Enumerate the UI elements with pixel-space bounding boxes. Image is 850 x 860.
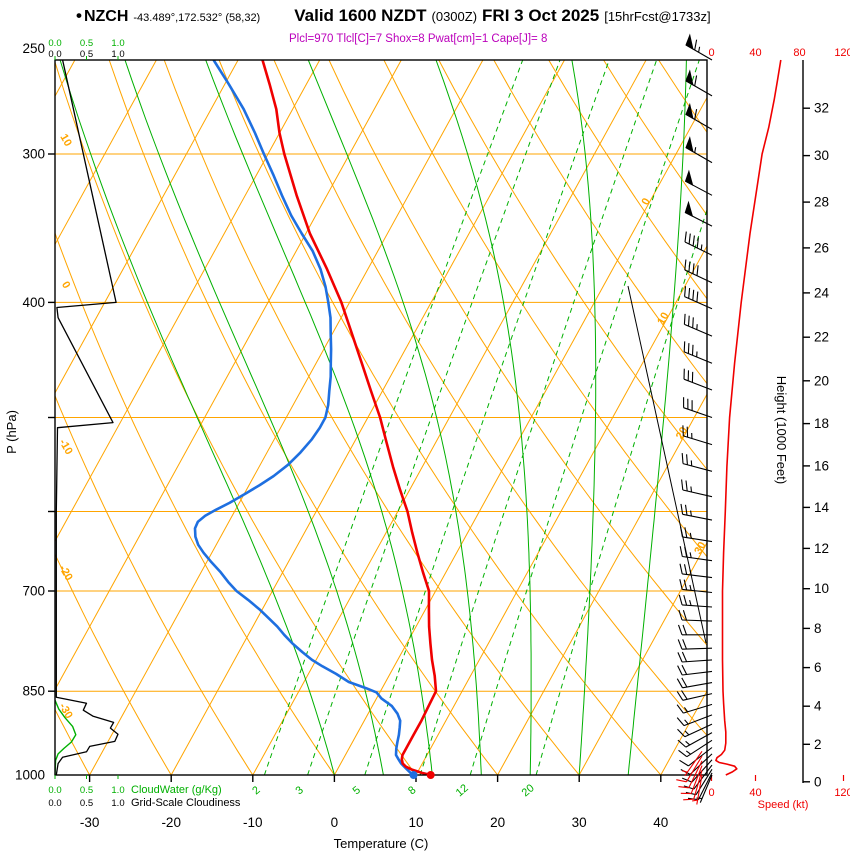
svg-text:0: 0 <box>708 47 714 59</box>
svg-text:700: 700 <box>22 584 45 599</box>
svg-text:28: 28 <box>814 195 829 210</box>
svg-text:1000: 1000 <box>15 768 45 783</box>
svg-text:2: 2 <box>814 737 822 752</box>
svg-text:6: 6 <box>814 660 822 675</box>
diagonal-reference-line <box>627 285 707 644</box>
svg-text:-30: -30 <box>80 815 100 830</box>
svg-text:1.0: 1.0 <box>111 798 124 809</box>
svg-text:30: 30 <box>572 815 587 830</box>
svg-text:80: 80 <box>793 47 805 59</box>
svg-text:2: 2 <box>250 784 262 797</box>
svg-text:-10: -10 <box>243 815 263 830</box>
svg-text:10: 10 <box>408 815 423 830</box>
svg-text:3: 3 <box>293 784 305 797</box>
svg-text:P (hPa): P (hPa) <box>4 410 19 454</box>
svg-text:20: 20 <box>814 373 829 388</box>
svg-text:CloudWater (g/Kg): CloudWater (g/Kg) <box>131 784 222 796</box>
svg-text:400: 400 <box>22 295 45 310</box>
svg-text:1.0: 1.0 <box>111 49 124 60</box>
svg-text:Height (1000 Feet): Height (1000 Feet) <box>774 376 789 484</box>
svg-text:12: 12 <box>814 541 829 556</box>
svg-text:0.5: 0.5 <box>80 49 93 60</box>
svg-text:0.5: 0.5 <box>80 38 93 49</box>
temperature-curve <box>261 60 438 775</box>
cloud-scale: 0.00.00.00.00.50.50.50.51.01.01.01.0Clou… <box>48 38 241 809</box>
svg-text:0: 0 <box>59 280 72 291</box>
svg-text:30: 30 <box>692 540 708 557</box>
speed-curve <box>715 59 782 776</box>
svg-text:4: 4 <box>814 699 822 714</box>
svg-text:24: 24 <box>814 285 830 300</box>
svg-text:Temperature (C): Temperature (C) <box>334 836 429 851</box>
wind-barbs <box>676 33 713 805</box>
valid-date: FRI 3 Oct 2025 <box>482 6 600 25</box>
svg-text:850: 850 <box>22 684 45 699</box>
svg-text:20: 20 <box>674 425 690 442</box>
svg-text:5: 5 <box>351 784 363 797</box>
svg-text:Speed (kt): Speed (kt) <box>758 799 809 811</box>
cloudiness-curve <box>55 60 119 775</box>
svg-text:12: 12 <box>454 782 471 799</box>
dewpoint-curve <box>193 60 415 775</box>
svg-text:-10: -10 <box>56 437 74 457</box>
station-bullet-icon: • <box>76 6 82 25</box>
svg-text:0: 0 <box>640 196 653 207</box>
mixing-ratio-lines <box>263 60 707 775</box>
svg-text:20: 20 <box>520 782 537 799</box>
station-coords: -43.489°,172.532° (58,32) <box>133 12 261 24</box>
surface-dots <box>409 771 435 779</box>
svg-text:250: 250 <box>22 41 45 56</box>
valid-time: Valid 1600 NZDT <box>294 6 427 25</box>
svg-text:0: 0 <box>708 787 714 799</box>
station-code: NZCH <box>83 8 129 25</box>
cloudwater-curve <box>55 699 77 775</box>
svg-text:0: 0 <box>814 774 822 789</box>
chart-title: • NZCH -43.489°,172.532° (58,32) Valid 1600… <box>76 6 711 26</box>
svg-text:-20: -20 <box>56 563 74 583</box>
svg-text:18: 18 <box>814 416 829 431</box>
svg-text:20: 20 <box>490 815 505 830</box>
svg-text:-20: -20 <box>161 815 181 830</box>
svg-text:30: 30 <box>814 148 829 163</box>
svg-text:8: 8 <box>406 784 418 797</box>
svg-text:32: 32 <box>814 101 829 116</box>
sounding-parameters: Plcl=970 Tlcl[C]=7 Shox=8 Pwat[cm]=1 Cap… <box>289 33 548 45</box>
svg-text:16: 16 <box>814 458 829 473</box>
svg-text:8: 8 <box>814 621 822 636</box>
svg-text:120: 120 <box>834 47 850 59</box>
moist-adiabats <box>59 60 687 775</box>
svg-text:40: 40 <box>749 787 761 799</box>
forecast-tag: [15hrFcst@1733z] <box>604 9 711 24</box>
svg-text:22: 22 <box>814 330 829 345</box>
svg-text:10: 10 <box>655 310 671 327</box>
mixing-ratio-labels: 2 3 5 8 12 20 <box>250 782 537 799</box>
svg-text:0.5: 0.5 <box>80 785 93 796</box>
svg-text:40: 40 <box>653 815 668 830</box>
svg-text:0.0: 0.0 <box>48 49 61 60</box>
svg-text:0.0: 0.0 <box>48 38 61 49</box>
svg-text:40: 40 <box>749 47 761 59</box>
svg-text:26: 26 <box>814 240 829 255</box>
svg-text:14: 14 <box>814 500 830 515</box>
svg-text:0.0: 0.0 <box>48 785 61 796</box>
svg-text:0.0: 0.0 <box>48 798 61 809</box>
svg-text:10: 10 <box>57 132 74 149</box>
svg-text:0: 0 <box>331 815 339 830</box>
svg-text:1.0: 1.0 <box>111 38 124 49</box>
svg-text:0.5: 0.5 <box>80 798 93 809</box>
svg-text:1.0: 1.0 <box>111 785 124 796</box>
svg-text:10: 10 <box>814 581 829 596</box>
svg-text:120: 120 <box>834 787 850 799</box>
valid-zulu: (0300Z) <box>431 9 478 24</box>
svg-text:Grid-Scale Cloudiness: Grid-Scale Cloudiness <box>131 797 241 809</box>
svg-text:300: 300 <box>22 147 45 162</box>
